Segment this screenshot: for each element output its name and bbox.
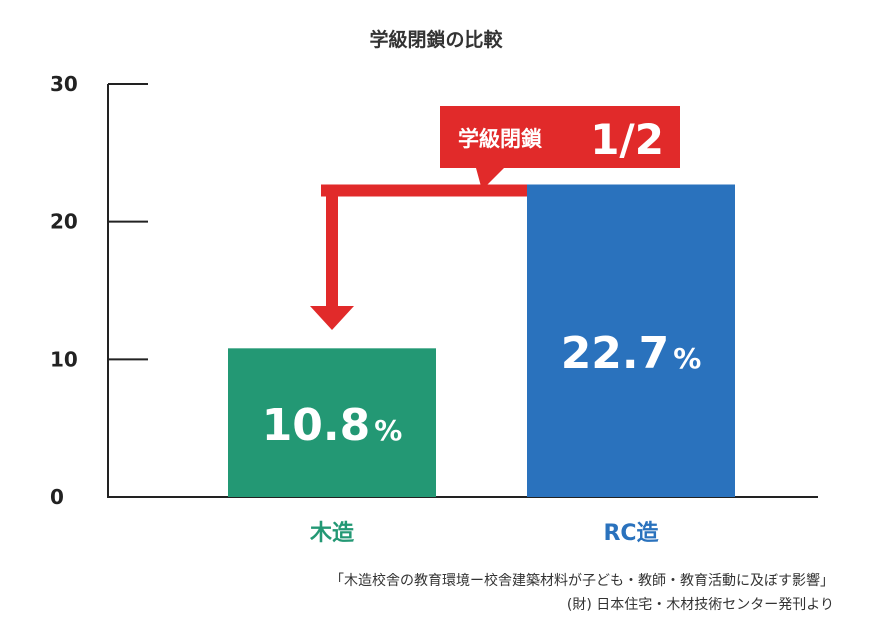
bar <box>228 348 436 497</box>
bar-value-unit: % <box>673 342 701 375</box>
bars: 10.8 %22.7% <box>228 184 735 497</box>
bar <box>527 184 735 497</box>
bar-value-label: 22.7% <box>561 328 702 379</box>
chart-title: 学級閉鎖の比較 <box>369 28 503 51</box>
source-line-2: (財) 日本住宅・木材技術センター発刊より <box>567 597 834 613</box>
y-tick-label: 30 <box>50 72 78 96</box>
bar-value-unit: % <box>374 414 402 447</box>
y-tick-label: 0 <box>50 485 64 509</box>
annotation-arrowhead <box>310 306 354 330</box>
annotation-arrow-horizontal <box>321 184 527 197</box>
x-category-label: RC造 <box>603 521 658 546</box>
bar-value-label: 10.8% <box>262 400 403 451</box>
annotation-label: 学級閉鎖 <box>458 127 543 151</box>
annotation-banner <box>440 106 680 168</box>
y-tick-label: 10 <box>50 347 78 371</box>
annotation-banner-tail <box>476 168 504 190</box>
source-line-1: 「木造校舎の教育環境ー校舎建築材料が子ども・教師・教育活動に及ぼす影響」 <box>330 572 834 589</box>
y-ticks: 0 10 20 30 <box>50 72 148 509</box>
annotation-arrow-vertical <box>326 184 338 306</box>
x-category-label: 木造 <box>309 521 354 546</box>
x-labels: 木造 RC造 <box>309 521 659 546</box>
y-tick-label: 20 <box>50 210 78 234</box>
bar-value-number: 10.8 <box>262 400 371 451</box>
annotation-callout: 学級閉鎖 1/2 <box>310 106 680 330</box>
bar-value-number: 22.7 <box>561 328 670 379</box>
annotation-ratio: 1/2 <box>590 115 664 164</box>
